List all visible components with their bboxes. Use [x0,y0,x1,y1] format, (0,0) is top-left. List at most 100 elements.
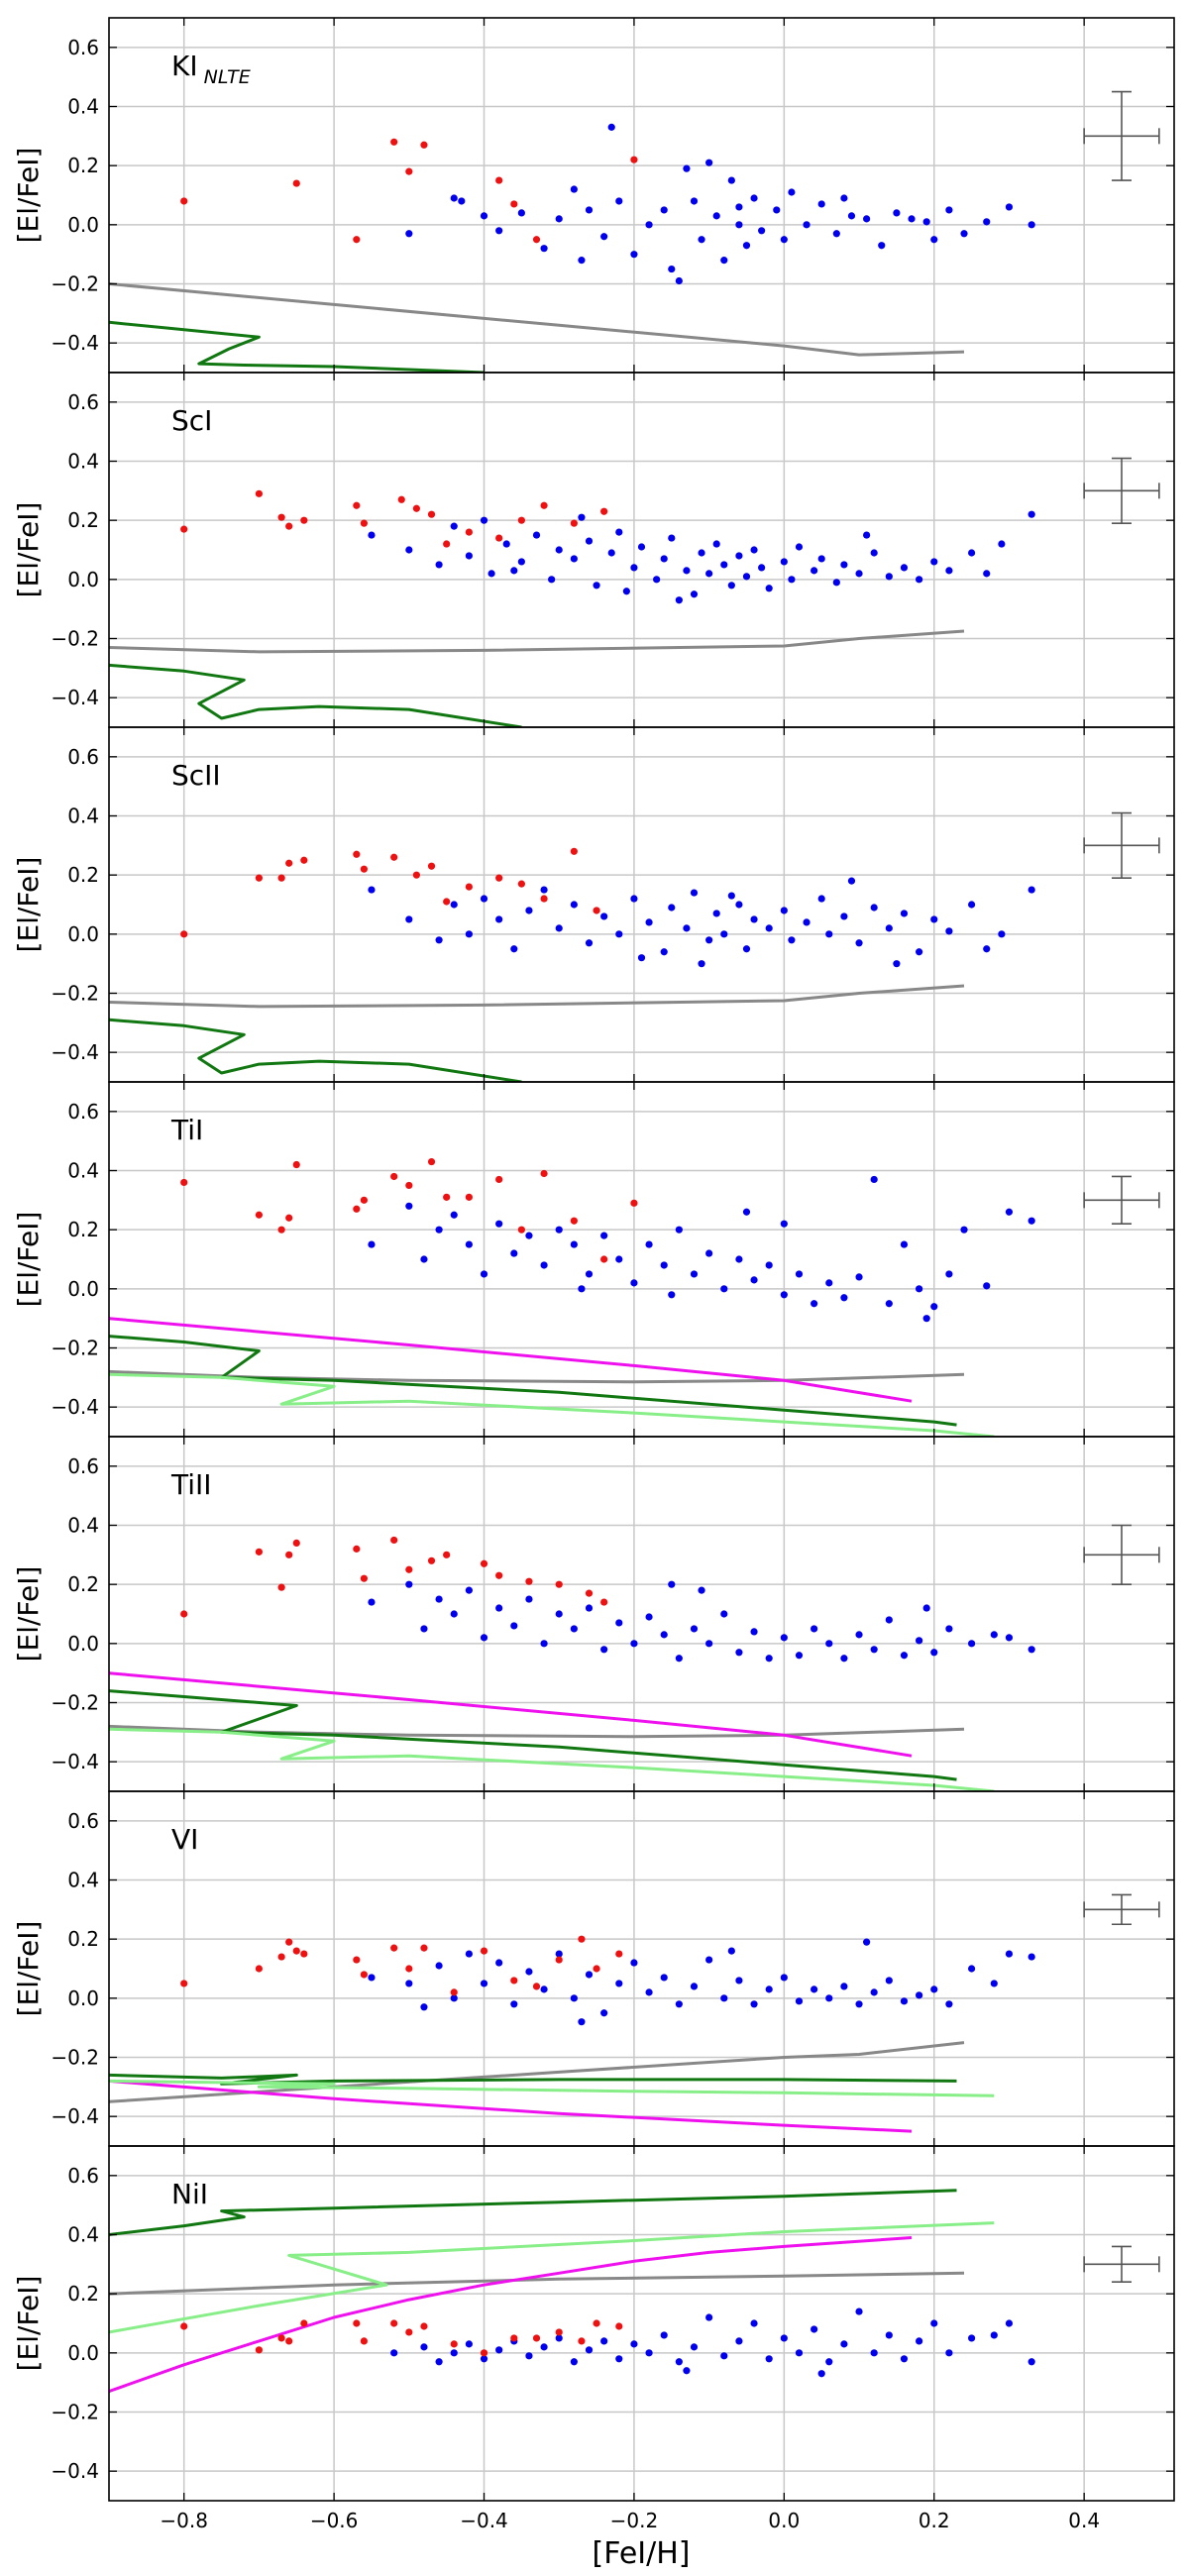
red-point [360,865,368,873]
blue-point [780,1634,788,1642]
red-point [517,516,525,524]
blue-point [600,233,608,241]
red-point [255,874,264,882]
y-tick-label: 0.4 [67,1159,99,1183]
darkgreen-model-line [109,2189,957,2236]
red-point [570,1217,578,1225]
blue-point [735,2337,743,2345]
blue-point [847,877,856,885]
blue-point [630,564,638,572]
blue-point [817,2370,825,2378]
blue-point [720,257,728,265]
y-tick-label: −0.2 [51,272,99,296]
x-tick-label: −0.8 [160,2509,208,2532]
y-axis-label: [El/FeI] [12,2276,45,2372]
blue-point [458,197,466,205]
y-tick-label: 0.4 [67,450,99,474]
red-point [525,1577,533,1585]
blue-point [675,2000,683,2008]
blue-point [578,1285,586,1293]
blue-point [727,1947,735,1955]
red-point [630,156,638,163]
blue-point [435,1962,443,1970]
blue-point [811,2325,818,2333]
blue-point [765,1261,773,1269]
blue-point [675,596,683,604]
error-bar [1083,1175,1160,1225]
red-point [277,513,285,521]
blue-point [683,2367,691,2375]
blue-point [668,1580,676,1588]
blue-point [1005,1950,1014,1958]
blue-point [967,1640,976,1648]
blue-point [450,901,458,909]
red-point [180,1178,188,1187]
blue-point [495,1220,503,1228]
x-tick-label: 0.0 [768,2509,800,2532]
red-point [532,236,541,244]
blue-point [750,546,758,554]
blue-point [900,910,909,917]
panel-title: ScII [171,759,221,792]
x-tick-label: −0.4 [460,2509,508,2532]
blue-point [758,227,766,235]
blue-point [998,930,1006,938]
y-tick-label: 0.0 [67,1986,99,2010]
red-point [585,1589,594,1597]
y-tick-label: −0.2 [51,627,99,651]
red-point [285,1551,293,1558]
blue-point [765,924,773,932]
blue-point [885,1616,893,1624]
blue-point [765,585,773,592]
blue-point [735,901,743,909]
blue-point [780,907,788,914]
blue-point [585,1270,594,1278]
blue-point [720,2352,728,2360]
red-point [495,176,503,184]
blue-point [832,230,840,238]
blue-point [795,543,804,551]
error-bar [1083,1524,1160,1585]
blue-point [855,2000,863,2008]
red-point [255,1965,264,1973]
y-tick-label: −0.2 [51,982,99,1006]
red-point [360,2337,368,2345]
blue-point [555,924,563,932]
blue-point [585,206,594,214]
red-point [443,898,451,906]
blue-point [855,1273,863,1281]
blue-point [495,227,503,235]
blue-point [683,924,691,932]
blue-point [593,582,600,590]
blue-point [945,1625,953,1633]
panel-tiii: −0.4 −0.2 0.0 0.2 0.4 0.6 [El/FeI] TiII [12,1436,1175,1792]
blue-point [675,1226,683,1234]
blue-point [637,543,646,551]
blue-point [908,215,916,223]
blue-point [817,895,825,903]
data-points [180,1536,1035,1663]
blue-point [645,918,653,926]
gray-model-line [109,629,965,654]
red-point [353,2319,361,2327]
red-point [517,1226,525,1234]
y-tick-label: −0.4 [51,2104,99,2128]
blue-point [870,1175,878,1184]
red-point [593,907,600,914]
blue-point [548,576,556,584]
red-point [360,519,368,527]
blue-point [517,558,525,566]
red-point [397,495,405,503]
blue-point [675,276,683,285]
blue-point [735,1649,743,1657]
blue-point [668,534,676,542]
blue-point [870,1988,878,1996]
model-lines [109,1671,995,1791]
blue-point [1027,2358,1035,2366]
blue-point [840,2340,848,2348]
blue-point [705,1249,713,1257]
blue-point [660,2331,668,2339]
red-point [593,1965,600,1973]
blue-point [705,2313,713,2321]
red-point [285,522,293,530]
